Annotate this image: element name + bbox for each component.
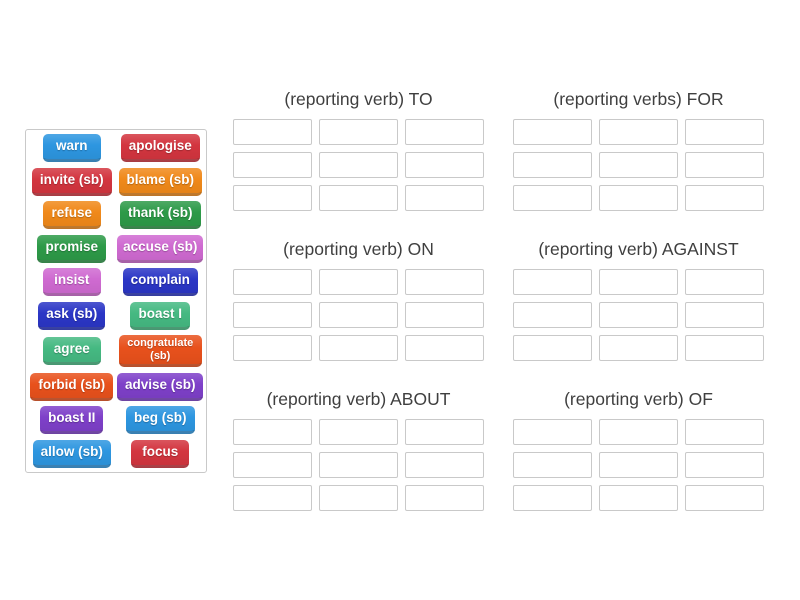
word-tile[interactable]: allow (sb) [32, 439, 111, 468]
group-title: (reporting verb) ON [283, 239, 434, 259]
group-slots [513, 269, 764, 361]
drop-slot[interactable] [405, 119, 484, 145]
drop-slot[interactable] [233, 269, 312, 295]
drop-slot[interactable] [405, 452, 484, 478]
drop-slot[interactable] [685, 485, 764, 511]
drop-slot[interactable] [513, 152, 592, 178]
drop-slot[interactable] [513, 452, 592, 478]
drop-slot[interactable] [319, 452, 398, 478]
drop-slot[interactable] [685, 302, 764, 328]
drop-slot[interactable] [319, 269, 398, 295]
group-title: (reporting verb) ABOUT [266, 389, 451, 409]
group: (reporting verb) OF [513, 388, 764, 511]
drop-slot[interactable] [405, 419, 484, 445]
word-tile[interactable]: forbid (sb) [30, 372, 114, 401]
drop-slot[interactable] [599, 335, 678, 361]
drop-slot[interactable] [513, 302, 592, 328]
drop-slot[interactable] [233, 485, 312, 511]
drop-slot[interactable] [405, 485, 484, 511]
word-tile[interactable]: focus [131, 439, 190, 468]
group-slots [513, 119, 764, 211]
group-slots [513, 419, 764, 511]
drop-slot[interactable] [685, 335, 764, 361]
drop-slot[interactable] [233, 419, 312, 445]
drop-slot[interactable] [513, 119, 592, 145]
group-slots [233, 419, 484, 511]
word-tile[interactable]: insist [42, 268, 101, 296]
word-tile[interactable]: ask (sb) [38, 301, 106, 330]
drop-slot[interactable] [319, 485, 398, 511]
drop-slot[interactable] [599, 119, 678, 145]
word-tile[interactable]: thank (sb) [119, 201, 201, 229]
group-title: (reporting verb) OF [564, 389, 713, 409]
drop-slot[interactable] [405, 269, 484, 295]
drop-slot[interactable] [513, 185, 592, 211]
drop-slot[interactable] [233, 452, 312, 478]
word-tile[interactable]: invite (sb) [31, 167, 112, 196]
drop-slot[interactable] [319, 119, 398, 145]
word-tile[interactable]: apologise [120, 134, 200, 162]
group: (reporting verb) TO [233, 88, 484, 211]
group-slots [233, 269, 484, 361]
word-tile[interactable]: blame (sb) [118, 167, 203, 196]
drop-slot[interactable] [233, 335, 312, 361]
group: (reporting verb) AGAINST [513, 238, 764, 361]
drop-slot[interactable] [599, 269, 678, 295]
drop-slot[interactable] [513, 485, 592, 511]
drop-slot[interactable] [233, 302, 312, 328]
drop-slot[interactable] [513, 419, 592, 445]
drop-slot[interactable] [599, 419, 678, 445]
drop-slot[interactable] [233, 152, 312, 178]
drop-slot[interactable] [685, 185, 764, 211]
word-tile[interactable]: boast I [130, 301, 190, 330]
word-tile[interactable]: agree [42, 337, 101, 365]
word-tile[interactable]: promise [37, 234, 107, 263]
drop-slot[interactable] [685, 269, 764, 295]
group: (reporting verbs) FOR [513, 88, 764, 211]
drop-slot[interactable] [599, 185, 678, 211]
drop-slot[interactable] [599, 485, 678, 511]
word-tile[interactable]: beg (sb) [126, 406, 195, 434]
word-tile[interactable]: warn [42, 134, 101, 162]
drop-slot[interactable] [685, 152, 764, 178]
drop-slot[interactable] [685, 119, 764, 145]
drop-slot[interactable] [513, 335, 592, 361]
drop-slot[interactable] [513, 269, 592, 295]
drop-slot[interactable] [405, 185, 484, 211]
drop-slot[interactable] [599, 452, 678, 478]
word-tile[interactable]: advise (sb) [117, 372, 204, 401]
group-title: (reporting verb) AGAINST [538, 239, 739, 259]
drop-slot[interactable] [319, 302, 398, 328]
drop-slot[interactable] [233, 185, 312, 211]
drop-slot[interactable] [405, 335, 484, 361]
group-title: (reporting verb) TO [284, 89, 433, 109]
drop-slot[interactable] [599, 302, 678, 328]
group: (reporting verb) ON [233, 238, 484, 361]
drop-slot[interactable] [319, 185, 398, 211]
drop-slot[interactable] [319, 419, 398, 445]
word-tile[interactable]: accuse (sb) [117, 234, 204, 263]
drop-slot[interactable] [685, 452, 764, 478]
word-tile[interactable]: complain [122, 268, 198, 296]
drop-slot[interactable] [599, 152, 678, 178]
drop-slot[interactable] [405, 302, 484, 328]
word-bank: warn apologise invite (sb) blame (sb) refuse… [25, 129, 207, 473]
drop-slot[interactable] [233, 119, 312, 145]
word-tile[interactable]: boast II [40, 406, 104, 434]
group-title: (reporting verbs) FOR [553, 89, 724, 109]
drop-slot[interactable] [319, 152, 398, 178]
drop-slot[interactable] [405, 152, 484, 178]
group-slots [233, 119, 484, 211]
drop-slot[interactable] [685, 419, 764, 445]
groups-area: (reporting verb) TO (reporting verbs) FO… [233, 88, 764, 511]
drop-slot[interactable] [319, 335, 398, 361]
word-tile[interactable]: congratulate (sb) [118, 335, 202, 367]
group: (reporting verb) ABOUT [233, 388, 484, 511]
word-tile[interactable]: refuse [42, 201, 101, 229]
